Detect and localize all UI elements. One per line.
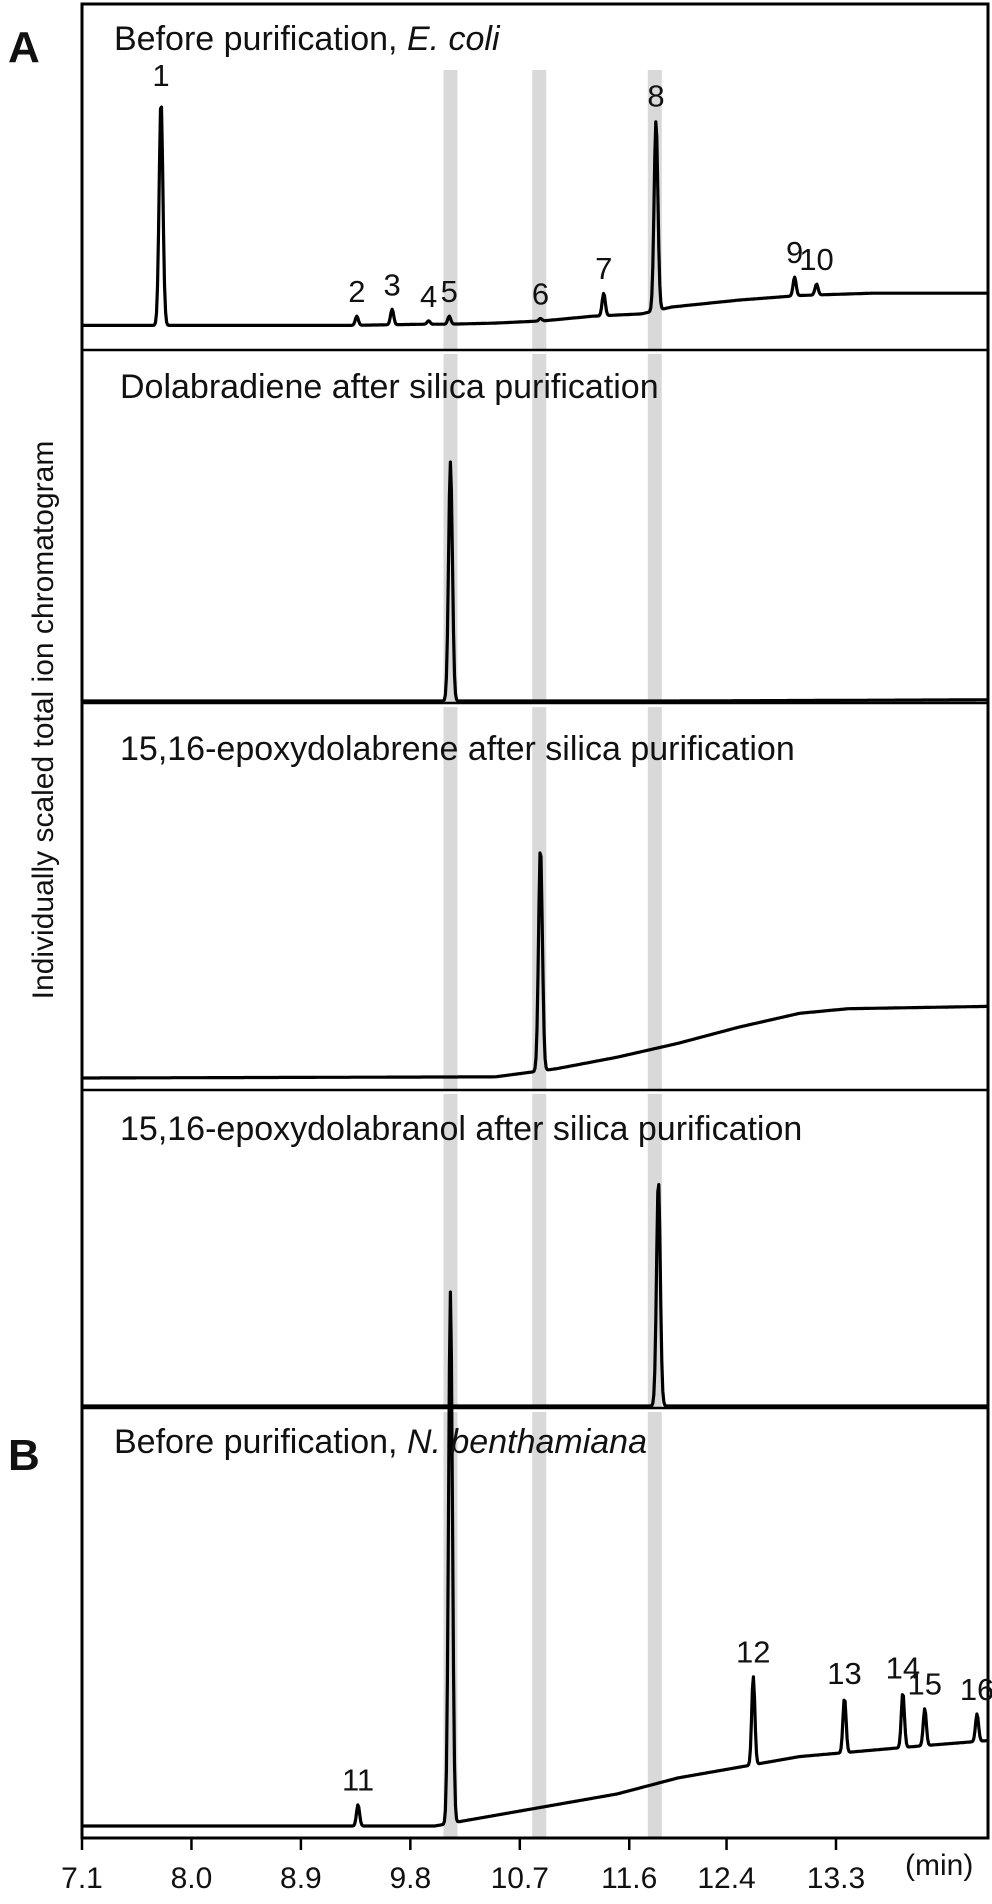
peak-label-16: 16 [960,1672,992,1707]
series-title-1: Before purification, E. coli [114,20,501,58]
peak-label-12: 12 [736,1634,770,1669]
series-title-prefix: Before purification [114,1423,388,1461]
plot-border [80,2,990,1840]
x-tick-label-2: 8.0 [171,1862,213,1895]
highlight-band-2-panel-5 [532,1412,547,1838]
highlight-band-3-panel-3 [647,707,662,1090]
trace-4 [81,1182,989,1408]
x-tick-label-3: 8.9 [280,1862,322,1895]
panel-titles: Before purification, E. coli Dolabradiene… [114,20,802,1461]
series-title-4: 15,16-epoxydolabranol after silica purif… [120,1110,802,1148]
y-axis-label: Individually scaled total ion chromatogr… [27,441,60,1000]
highlight-band-2-panel-1 [532,70,547,350]
x-tick-label-4: 9.8 [389,1862,431,1895]
trace-5 [81,1290,989,1828]
x-tick-label-1: 7.1 [61,1862,103,1895]
peak-label-6: 6 [532,277,549,312]
series-title-organism: E. coli [407,20,501,58]
highlight-bands [443,70,662,1838]
peak-label-9: 9 [786,235,803,270]
trace-1 [81,105,989,327]
series-title-prefix: Before purification [114,20,388,58]
x-tick-label-8: 13.3 [807,1862,865,1895]
highlight-band-3-panel-5 [647,1412,662,1838]
highlight-band-3-panel-4 [647,1094,662,1408]
x-tick-label-7: 12.4 [697,1862,755,1895]
peak-label-8: 8 [647,79,664,114]
peak-label-7: 7 [595,251,612,286]
highlight-band-1-panel-3 [443,707,458,1090]
x-axis-unit: (min) [905,1849,973,1882]
peak-label-2: 2 [348,274,365,309]
peak-label-1: 1 [152,58,169,93]
highlight-band-3-panel-2 [647,354,662,703]
panel-letter-a: A [8,23,40,72]
highlight-band-2-panel-2 [532,354,547,703]
x-tick-label-6: 11.6 [601,1862,657,1895]
panel-letter-b: B [8,1431,40,1480]
series-title-5: Before purification, N. benthamiana [114,1423,647,1461]
x-tick-label-5: 10.7 [491,1862,549,1895]
series-title-3: 15,16-epoxydolabrene after silica purifi… [120,730,795,768]
highlight-band-1-panel-1 [443,70,458,350]
x-axis: 7.1 8.0 8.9 9.8 10.7 11.6 12.4 13.3 [61,1838,865,1895]
plot-frame [80,2,990,1840]
peak-label-13: 13 [827,1656,861,1691]
trace-3 [81,851,989,1080]
peak-label-15: 15 [908,1667,942,1702]
peak-label-4: 4 [420,279,437,314]
peak-label-3: 3 [383,267,400,302]
peak-label-5: 5 [441,274,458,309]
peak-label-14: 14 [886,1651,920,1686]
highlight-band-1-panel-4 [443,1094,458,1408]
peak-label-11: 11 [342,1763,374,1798]
peak-label-10: 10 [799,242,833,277]
traces [81,105,989,1828]
trace-2 [81,460,989,703]
highlight-band-2-panel-4 [532,1094,547,1408]
series-title-2: Dolabradiene after silica purification [120,368,659,406]
series-title-organism: N. benthamiana [407,1423,647,1461]
